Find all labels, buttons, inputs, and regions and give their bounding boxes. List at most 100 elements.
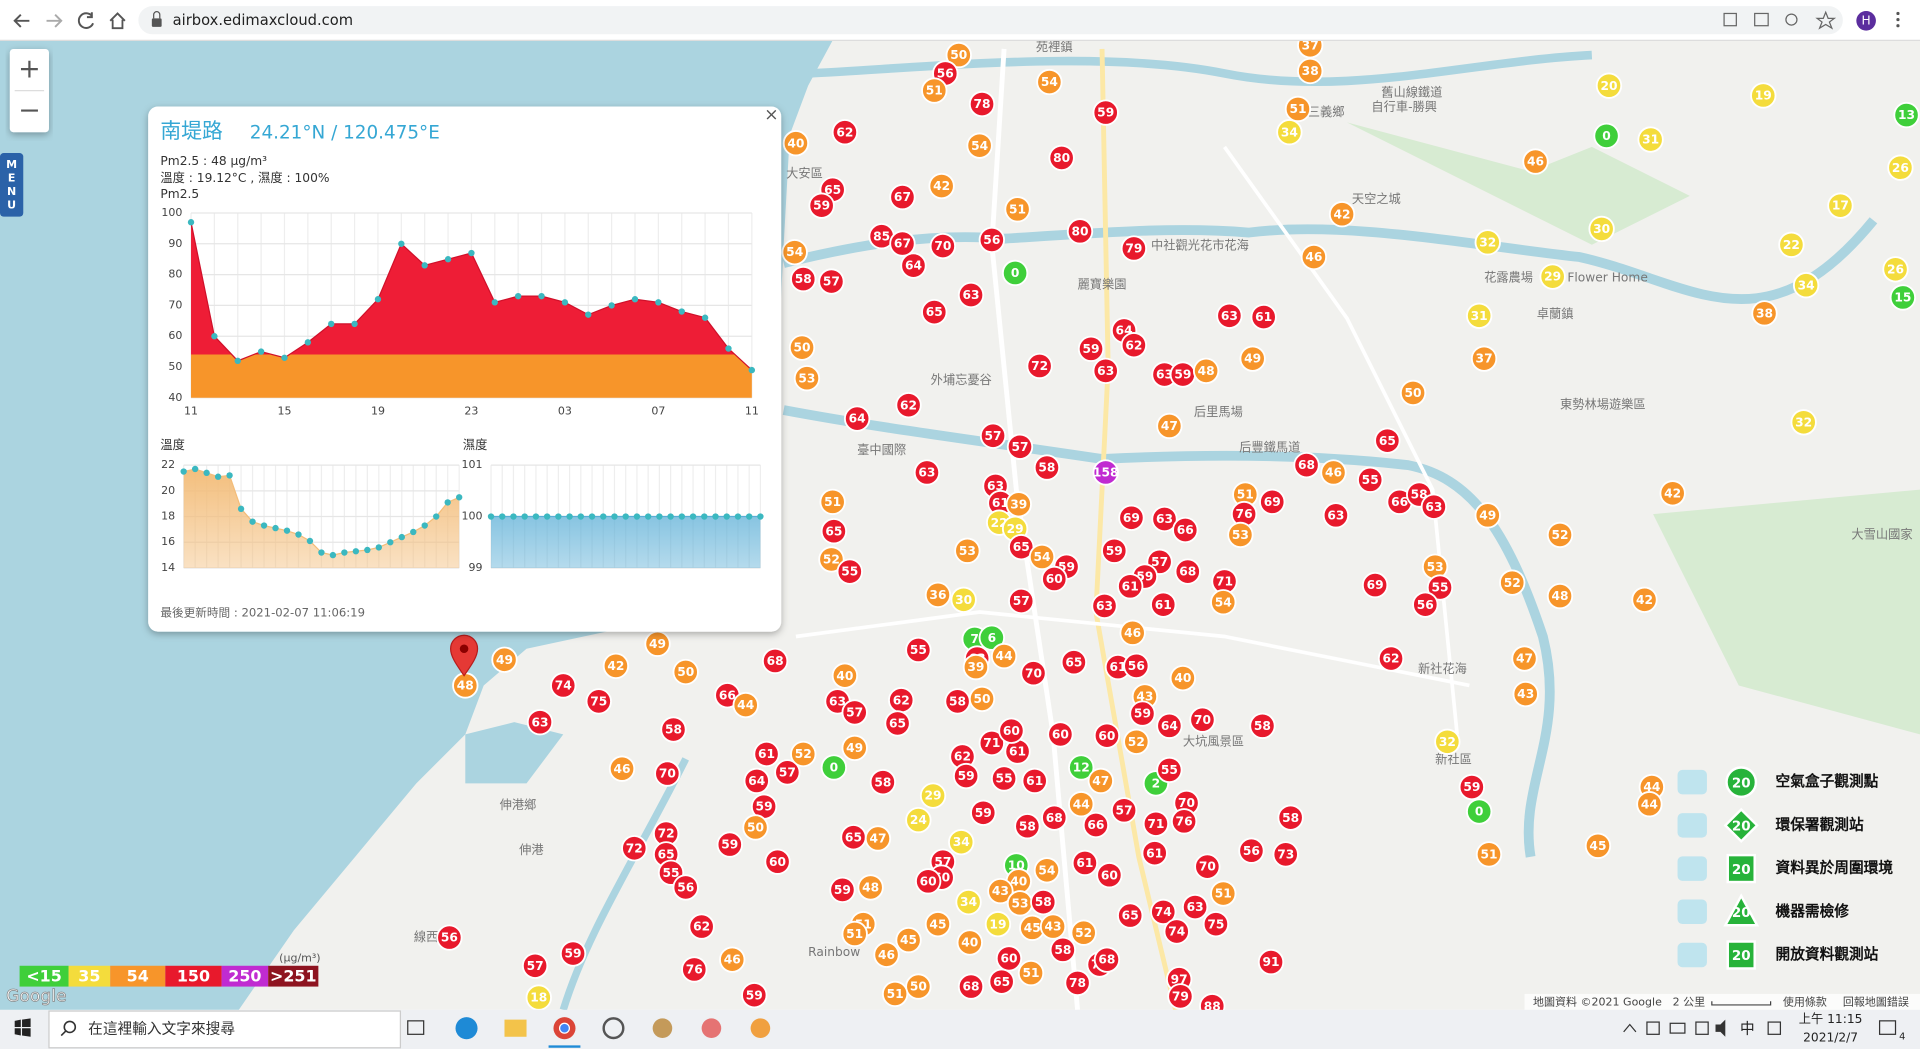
close-button[interactable]: × — [764, 105, 778, 125]
marker-dot[interactable] — [820, 518, 848, 545]
station-marker[interactable]: 32 — [1434, 728, 1461, 755]
marker-dot[interactable] — [1249, 712, 1276, 740]
marker-dot[interactable] — [1120, 235, 1148, 262]
station-marker[interactable]: 38 — [1297, 57, 1324, 85]
station-marker[interactable]: 80 — [1066, 218, 1094, 245]
station-marker[interactable]: 19 — [1750, 82, 1777, 109]
marker-dot[interactable] — [884, 710, 911, 737]
station-marker[interactable]: 65 — [820, 518, 848, 545]
marker-dot[interactable] — [956, 929, 983, 956]
station-marker[interactable]: 65 — [840, 824, 867, 851]
marker-dot[interactable] — [436, 924, 463, 951]
back-button[interactable] — [13, 13, 30, 28]
marker-dot[interactable] — [1474, 502, 1501, 529]
station-marker[interactable]: 59 — [1092, 99, 1119, 126]
station-marker[interactable]: 65 — [1117, 902, 1144, 929]
station-marker[interactable]: 0 — [1593, 122, 1620, 150]
station-marker[interactable]: 42 — [1328, 201, 1356, 228]
marker-dot[interactable] — [1239, 345, 1266, 372]
marker-dot[interactable] — [1466, 302, 1493, 329]
station-marker[interactable]: 70 — [929, 232, 957, 260]
marker-dot[interactable] — [1512, 680, 1539, 708]
station-marker[interactable]: 68 — [1174, 558, 1201, 585]
marker-dot[interactable] — [716, 831, 743, 858]
station-marker[interactable]: 22 — [1778, 231, 1805, 258]
marker-dot[interactable] — [1033, 454, 1061, 481]
marker-dot[interactable] — [995, 945, 1023, 972]
marker-dot[interactable] — [602, 652, 630, 680]
app-icon[interactable] — [602, 1017, 625, 1040]
station-marker[interactable]: 59 — [829, 876, 856, 904]
marker-dot[interactable] — [978, 624, 1005, 651]
marker-dot[interactable] — [1474, 229, 1501, 256]
marker-dot[interactable] — [1021, 767, 1048, 795]
station-marker[interactable]: 31 — [1466, 302, 1493, 329]
marker-dot[interactable] — [1192, 357, 1220, 385]
marker-dot[interactable] — [1420, 493, 1448, 520]
station-marker[interactable]: 44 — [732, 691, 759, 719]
station-marker[interactable]: 75 — [585, 688, 612, 715]
station-marker[interactable]: 50 — [788, 334, 816, 361]
marker-dot[interactable] — [1792, 272, 1820, 299]
station-marker[interactable]: 74 — [1163, 918, 1190, 945]
marker-dot[interactable] — [955, 888, 982, 916]
marker-dot[interactable] — [1167, 983, 1194, 1010]
marker-dot[interactable] — [672, 658, 699, 686]
station-marker[interactable]: 57 — [841, 699, 868, 726]
station-marker[interactable]: 53 — [1421, 553, 1449, 580]
station-marker[interactable]: 65 — [1374, 427, 1401, 454]
station-marker[interactable]: 63 — [1322, 502, 1350, 529]
marker-dot[interactable] — [1123, 728, 1150, 755]
marker-dot[interactable] — [1216, 302, 1243, 329]
station-marker[interactable]: 49 — [841, 734, 868, 762]
marker-dot[interactable] — [719, 946, 746, 973]
station-marker[interactable]: 44 — [1068, 791, 1095, 818]
task-view[interactable] — [407, 1020, 425, 1035]
station-marker[interactable]: 67 — [889, 230, 916, 257]
station-marker[interactable]: 37 — [1470, 345, 1498, 372]
marker-dot[interactable] — [1276, 119, 1303, 146]
marker-dot[interactable] — [1636, 791, 1663, 818]
marker-dot[interactable] — [1017, 959, 1045, 987]
marker-dot[interactable] — [1322, 502, 1350, 529]
station-marker[interactable]: 63 — [1151, 505, 1178, 533]
marker-dot[interactable] — [1751, 300, 1778, 327]
marker-dot[interactable] — [869, 769, 897, 796]
station-marker[interactable]: 59 — [1077, 335, 1105, 363]
station-marker[interactable]: 45 — [895, 926, 922, 954]
station-marker[interactable]: 40 — [782, 130, 810, 157]
station-marker[interactable]: 50 — [672, 658, 699, 686]
marker-dot[interactable] — [1087, 767, 1114, 795]
station-marker[interactable]: 48 — [857, 874, 884, 901]
station-marker[interactable]: 42 — [602, 652, 630, 680]
marker-dot[interactable] — [1227, 521, 1254, 549]
tray-arrow[interactable] — [1623, 1023, 1637, 1033]
station-marker[interactable]: 58 — [1049, 936, 1077, 964]
station-marker[interactable]: 54 — [781, 238, 808, 266]
station-marker[interactable]: 53 — [1006, 890, 1034, 917]
station-marker[interactable]: 0 — [1001, 259, 1029, 287]
station-marker[interactable]: 46 — [1522, 148, 1549, 175]
marker-dot[interactable] — [998, 717, 1025, 744]
marker-dot[interactable] — [526, 709, 554, 736]
station-marker[interactable]: 75 — [1202, 910, 1230, 938]
marker-dot[interactable] — [1272, 841, 1299, 868]
station-marker[interactable]: 53 — [1227, 521, 1254, 549]
marker-dot[interactable] — [741, 981, 768, 1009]
marker-dot[interactable] — [782, 130, 810, 157]
marker-dot[interactable] — [913, 459, 941, 486]
station-marker[interactable]: 60 — [1093, 722, 1121, 749]
station-marker[interactable]: 69 — [1118, 504, 1145, 531]
station-marker[interactable]: 59 — [716, 831, 743, 858]
station-marker[interactable]: 44 — [1636, 791, 1663, 818]
marker-dot[interactable] — [1546, 582, 1574, 610]
marker-dot[interactable] — [928, 172, 955, 200]
station-marker[interactable]: 58 — [660, 716, 687, 743]
marker-dot[interactable] — [774, 759, 801, 786]
marker-dot[interactable] — [1068, 791, 1095, 818]
station-marker[interactable]: 51 — [841, 920, 868, 948]
station-marker[interactable]: 52 — [790, 740, 817, 768]
station-marker[interactable]: 55 — [1426, 574, 1454, 601]
station-marker[interactable]: 74 — [1150, 898, 1177, 926]
marker-dot[interactable] — [608, 755, 636, 782]
